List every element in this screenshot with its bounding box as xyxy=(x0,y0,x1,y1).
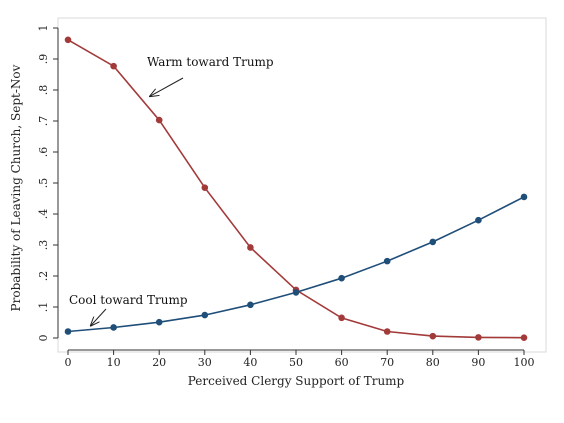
data-point-series-1 xyxy=(338,274,345,282)
data-point-series-0 xyxy=(338,314,345,322)
series-points xyxy=(64,36,528,341)
x-tick-label: 60 xyxy=(335,356,349,369)
data-point-series-1 xyxy=(201,311,209,319)
data-point-series-0 xyxy=(155,116,163,124)
y-tick-label: 0 xyxy=(37,335,50,342)
y-tick-label: 1 xyxy=(37,25,50,32)
annotations: Warm toward Trump Cool toward Trump xyxy=(69,55,274,326)
x-tick-label: 90 xyxy=(471,356,485,369)
data-point-series-0 xyxy=(201,184,209,191)
x-tick-label: 40 xyxy=(243,356,257,369)
data-point-series-1 xyxy=(429,238,437,246)
data-point-series-1 xyxy=(475,216,482,224)
data-point-series-1 xyxy=(155,318,163,326)
y-tick-label: .2 xyxy=(37,271,50,282)
annotation-label-0: Warm toward Trump xyxy=(147,55,274,69)
data-point-series-0 xyxy=(383,328,391,335)
x-tick-label: 80 xyxy=(426,356,440,369)
data-point-series-1 xyxy=(64,328,72,335)
y-tick-label: .6 xyxy=(37,147,50,158)
annotation-arrow-0 xyxy=(150,77,184,96)
data-point-series-1 xyxy=(292,289,300,296)
data-point-series-1 xyxy=(247,301,254,309)
x-tick-label: 100 xyxy=(514,356,535,369)
data-point-series-0 xyxy=(64,36,72,44)
annotation-label-1: Cool toward Trump xyxy=(69,293,188,307)
y-tick-label: .9 xyxy=(37,54,50,65)
data-point-series-0 xyxy=(247,244,254,251)
y-axis-title: Probability of Leaving Church, Sept-Nov xyxy=(9,64,23,311)
y-tick-label: .7 xyxy=(37,116,50,127)
plot-frame xyxy=(57,17,547,353)
y-tick-label: .5 xyxy=(37,178,50,189)
x-tick-label: 30 xyxy=(198,356,212,369)
annotation-arrow-1 xyxy=(91,308,107,326)
x-tick-label: 50 xyxy=(289,356,303,369)
x-tick-label: 10 xyxy=(107,356,121,369)
y-tick-label: .1 xyxy=(37,302,50,313)
x-axis-title: Perceived Clergy Support of Trump xyxy=(188,374,405,388)
y-tick-label: .4 xyxy=(37,209,50,220)
y-tick-label: .8 xyxy=(37,85,50,96)
data-point-series-0 xyxy=(429,332,437,340)
x-tick-label: 70 xyxy=(380,356,394,369)
y-tick-label: .3 xyxy=(37,240,50,251)
data-point-series-0 xyxy=(110,62,117,70)
data-point-series-0 xyxy=(520,334,528,341)
data-point-series-1 xyxy=(383,257,391,265)
data-point-series-1 xyxy=(110,324,117,331)
x-tick-label: 0 xyxy=(65,356,72,369)
data-point-series-0 xyxy=(475,334,482,341)
x-tick-label: 20 xyxy=(152,356,166,369)
data-point-series-1 xyxy=(520,193,528,201)
axes: 0 10 20 30 40 50 60 70 80 90 100 0 .1 .2 .3 .4 .5 .6 .7 .8.… xyxy=(37,25,535,370)
